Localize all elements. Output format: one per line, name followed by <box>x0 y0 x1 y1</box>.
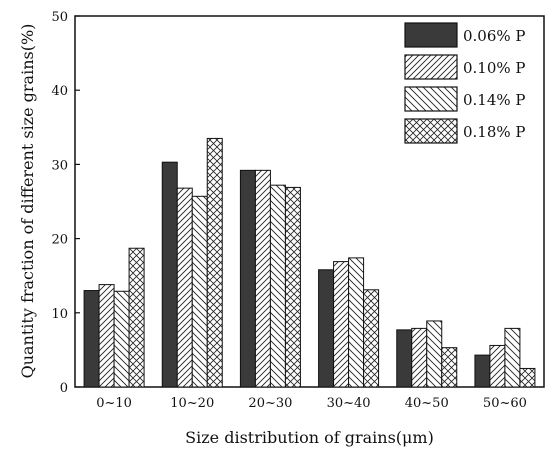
x-tick-label: 30~40 <box>327 396 371 411</box>
bar-0-06-p-5 <box>396 329 413 388</box>
y-tick-label: 50 <box>51 10 68 25</box>
y-tick-label: 30 <box>51 158 68 173</box>
bar-0-06-p-3 <box>239 169 256 388</box>
y-axis: 0 10 20 30 40 50 <box>51 10 80 396</box>
x-axis: 0~10 10~20 20~30 30~40 40~50 50~60 <box>96 396 527 411</box>
y-axis-label: Quantity fraction of different size grai… <box>18 24 37 379</box>
x-tick-label: 40~50 <box>405 396 449 411</box>
legend-swatch <box>404 86 458 112</box>
bar-0-10-p-5 <box>411 327 428 388</box>
y-tick-label: 20 <box>51 233 68 248</box>
legend-label: 0.10% P <box>463 59 526 77</box>
x-axis-label: Size distribution of grains(μm) <box>185 428 434 447</box>
bar-0-06-p-4 <box>318 269 335 388</box>
bar-0-18-p-3 <box>284 186 301 388</box>
legend-label: 0.18% P <box>463 123 526 141</box>
plot-area <box>74 15 545 388</box>
bar-0-10-p-6 <box>489 344 506 388</box>
bar-0-18-p-2 <box>206 137 223 388</box>
y-tick-label: 40 <box>51 84 68 99</box>
legend-label: 0.14% P <box>463 91 526 109</box>
bar-0-10-p-3 <box>254 169 271 388</box>
bar-0-10-p-2 <box>176 187 193 388</box>
legend-swatch <box>404 54 458 80</box>
bar-0-14-p-3 <box>269 184 286 388</box>
x-tick-label: 0~10 <box>96 396 132 411</box>
bar-0-14-p-5 <box>426 320 443 388</box>
bar-0-14-p-4 <box>348 257 365 388</box>
x-tick-label: 10~20 <box>170 396 214 411</box>
bar-0-06-p-1 <box>83 290 100 388</box>
bar-0-06-p-6 <box>474 354 491 388</box>
legend: 0.06% P 0.10% P 0.14% P 0.18% P <box>404 22 526 144</box>
y-tick-label: 0 <box>60 381 68 396</box>
legend-swatch <box>404 118 458 144</box>
bar-0-14-p-1 <box>113 290 130 388</box>
x-tick-label: 20~30 <box>248 396 292 411</box>
bar-0-14-p-2 <box>191 195 208 388</box>
bar-0-18-p-5 <box>441 347 458 388</box>
y-tick-label: 10 <box>51 307 68 322</box>
bar-0-18-p-6 <box>519 367 536 388</box>
bar-0-18-p-4 <box>363 289 380 388</box>
bar-0-14-p-6 <box>504 327 521 388</box>
bar-0-10-p-4 <box>333 261 350 388</box>
bar-series-group <box>83 137 536 388</box>
bar-0-10-p-1 <box>98 284 115 388</box>
bar-0-06-p-2 <box>161 161 178 388</box>
bar-0-18-p-1 <box>128 247 145 388</box>
x-tick-label: 50~60 <box>483 396 527 411</box>
legend-label: 0.06% P <box>463 27 526 45</box>
legend-swatch <box>404 22 458 48</box>
